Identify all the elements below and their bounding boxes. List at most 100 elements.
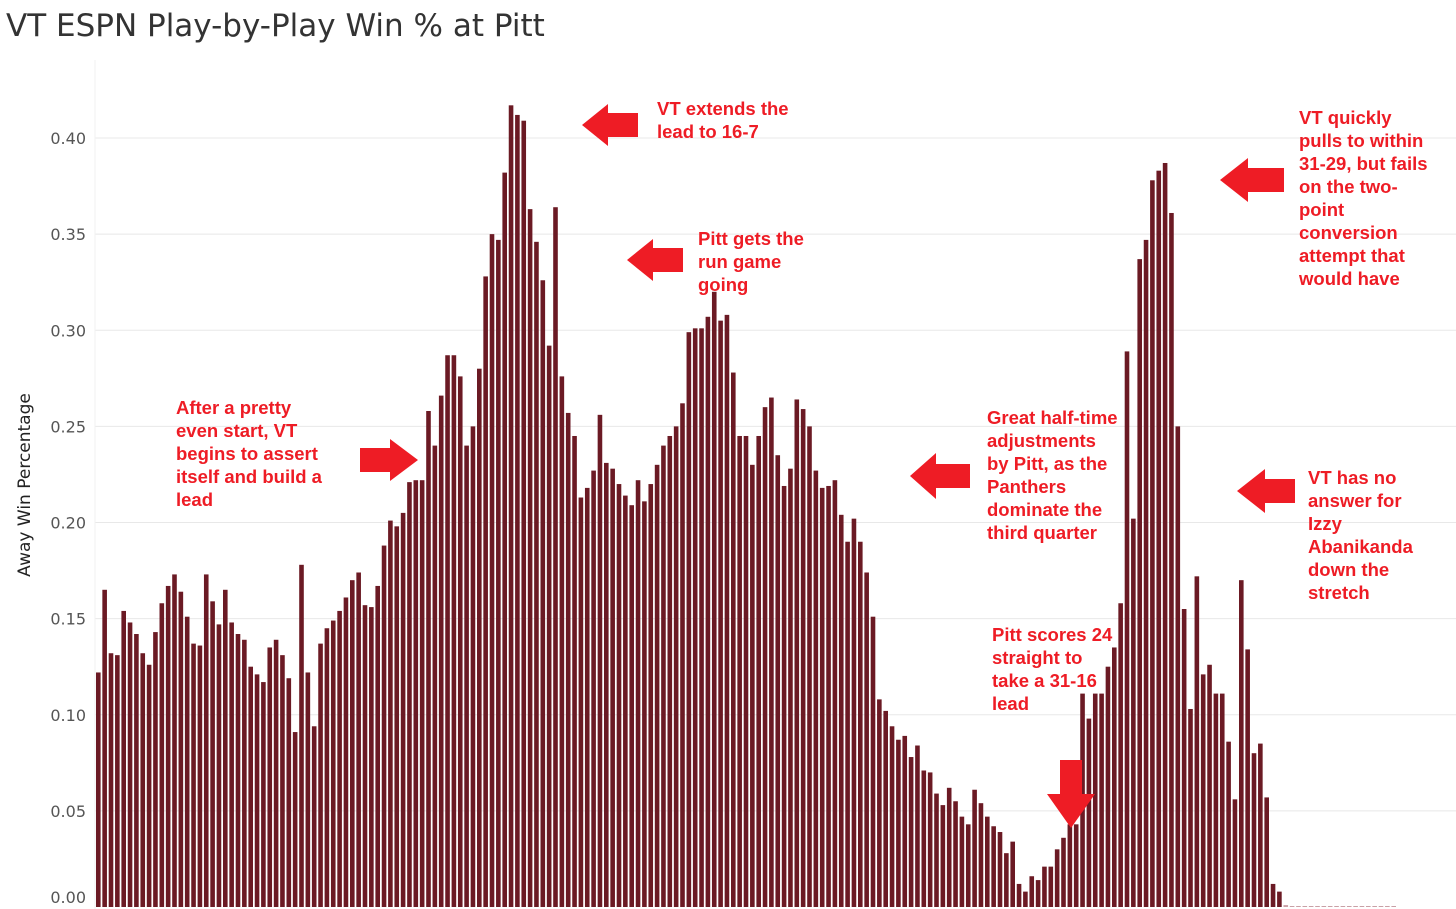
bar: [102, 589, 107, 907]
bar: [1200, 674, 1206, 907]
y-axis-label: Away Win Percentage: [15, 393, 35, 577]
y-tick-label: 0.25: [50, 417, 86, 436]
bar: [489, 234, 495, 908]
bar: [591, 470, 596, 907]
bar: [750, 464, 755, 907]
bar: [940, 805, 946, 907]
annotation-comeback: VT quickly pulls to within 31-29, but fa…: [1299, 107, 1428, 292]
bar: [1188, 708, 1193, 907]
bar: [470, 426, 476, 908]
bar: [477, 368, 482, 907]
bar: [1105, 666, 1111, 907]
bar: [781, 485, 787, 907]
bar: [242, 639, 247, 907]
bar: [362, 605, 368, 907]
bar: [902, 735, 908, 907]
bar: [870, 616, 876, 907]
bar: [419, 480, 425, 907]
bar: [248, 666, 253, 907]
bar: [1277, 891, 1282, 907]
bar: [699, 328, 704, 908]
bar: [343, 597, 349, 907]
bar: [578, 497, 584, 907]
y-tick-label: 0.00: [50, 888, 86, 907]
bar: [972, 789, 977, 907]
bar: [197, 645, 203, 907]
bar: [819, 487, 825, 907]
bar: [305, 672, 311, 907]
bar: [908, 757, 914, 907]
bar: [153, 632, 158, 907]
bar: [172, 574, 177, 907]
annotation-halftime: Great half-time adjustments by Pitt, as …: [987, 407, 1118, 543]
bar: [680, 403, 685, 907]
annotation-arrows: [360, 104, 1295, 828]
bar: [1042, 866, 1047, 907]
bar: [978, 803, 984, 907]
bar: [826, 485, 831, 907]
bar: [546, 345, 552, 907]
bar: [273, 639, 279, 907]
bar: [400, 512, 406, 907]
bar: [369, 607, 374, 907]
bar: [572, 435, 577, 907]
bar: [838, 514, 844, 907]
bar: [991, 826, 996, 907]
bar: [178, 591, 184, 907]
bar: [438, 395, 444, 907]
annotation-run-game: Pitt gets the run game going: [698, 228, 804, 295]
bar: [565, 412, 571, 907]
bar: [642, 501, 647, 907]
bar: [210, 601, 215, 907]
bar: [788, 468, 793, 907]
bar: [864, 572, 869, 907]
bar: [997, 832, 1003, 907]
bar: [1385, 906, 1390, 907]
bar: [1054, 849, 1060, 907]
bar: [635, 480, 641, 907]
bar: [1366, 906, 1371, 907]
arrow-comeback: [1220, 158, 1284, 202]
bar: [1150, 180, 1155, 908]
bar: [134, 634, 139, 907]
bar: [946, 787, 952, 907]
annotation-extends-lead: VT extends the lead to 16-7: [657, 98, 789, 142]
bar: [1061, 837, 1066, 907]
bar: [775, 455, 781, 907]
bar: [1124, 351, 1130, 907]
bar: [451, 355, 457, 907]
bar: [959, 816, 965, 907]
bar: [1175, 426, 1181, 908]
y-axis-ticks: 0.00 0.05 0.10 0.15 0.20 0.25 0.30 0.35 0.40: [50, 129, 86, 907]
bar: [877, 699, 882, 907]
arrow-assert-lead: [360, 439, 418, 481]
bar: [337, 610, 342, 907]
bar: [762, 407, 768, 907]
chart-title: VT ESPN Play-by-Play Win % at Pitt: [6, 8, 545, 44]
y-tick-label: 0.30: [50, 321, 86, 340]
bar: [1048, 866, 1054, 907]
bar: [1359, 906, 1365, 907]
bar: [1232, 799, 1238, 907]
bar: [330, 620, 336, 907]
bar: [203, 574, 209, 907]
bar: [121, 610, 126, 907]
bar: [261, 682, 266, 907]
bar: [985, 816, 990, 907]
bar: [661, 445, 666, 907]
bar: [1112, 647, 1117, 907]
bar: [394, 526, 400, 908]
bar: [324, 628, 330, 907]
bar: [1251, 753, 1257, 907]
y-tick-label: 0.05: [50, 802, 86, 821]
bar: [559, 376, 565, 907]
bar: [597, 414, 603, 907]
bar: [127, 622, 133, 907]
bar: [292, 732, 298, 907]
arrow-extends-lead: [582, 104, 638, 146]
bar: [235, 634, 241, 907]
bar: [1010, 841, 1015, 907]
bar: [407, 482, 412, 907]
bar: [1004, 853, 1009, 907]
